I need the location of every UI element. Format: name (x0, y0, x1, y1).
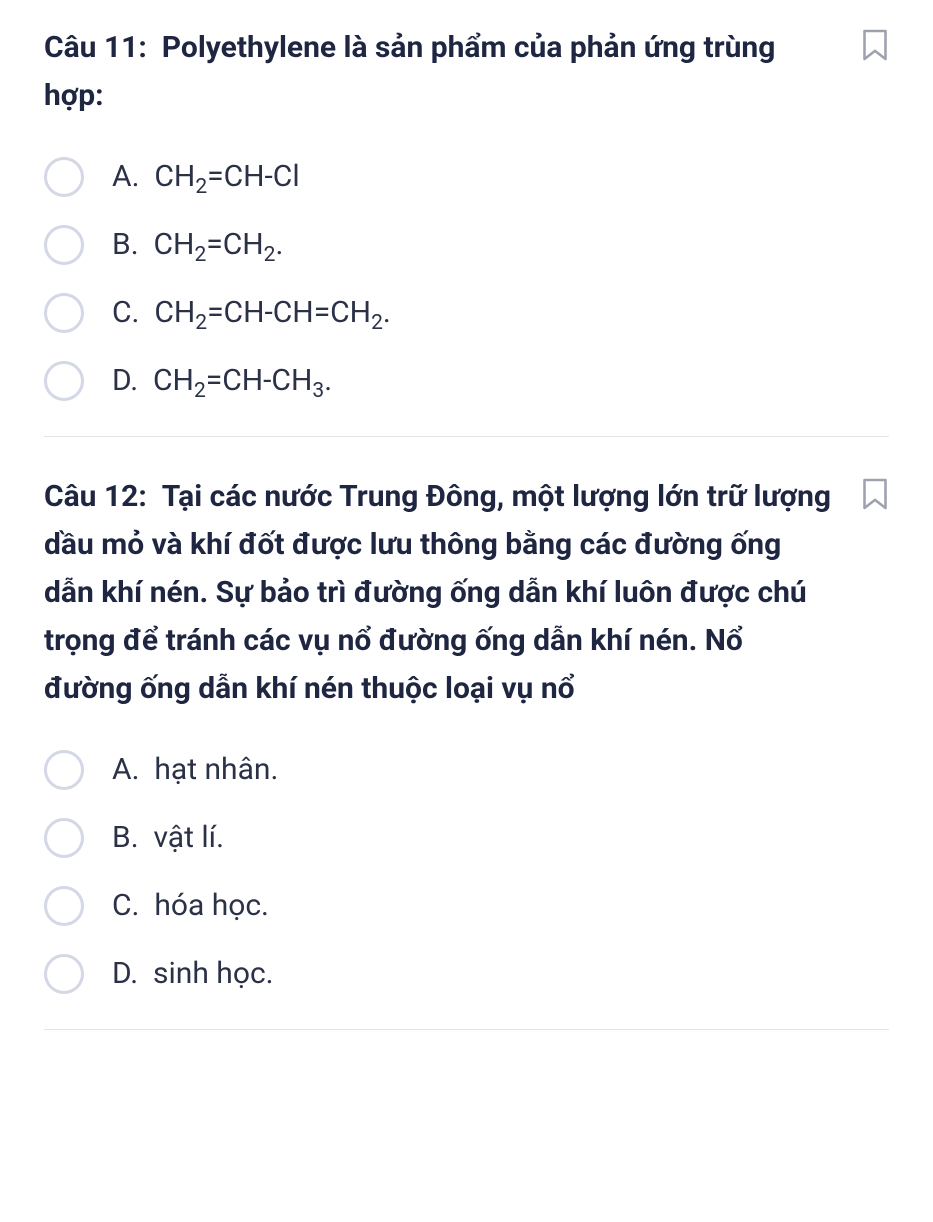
option-b[interactable]: B. vật lí. (44, 817, 889, 859)
bookmark-icon[interactable] (861, 28, 889, 62)
option-formula: CH2=CH-Cl (154, 159, 299, 194)
radio-button[interactable] (44, 886, 84, 926)
option-letter: D. (112, 956, 138, 991)
content-area: Câu 11: Polyethylene là sản phẩm của phả… (0, 0, 933, 1222)
radio-button[interactable] (44, 293, 84, 333)
option-formula: hóa học. (154, 888, 269, 923)
question-header: Câu 12: Tại các nước Trung Đông, một lượ… (44, 473, 889, 713)
radio-button[interactable] (44, 954, 84, 994)
question-title: Câu 11: Polyethylene là sản phẩm của phả… (44, 24, 837, 120)
question-number: Câu 12: (44, 479, 147, 514)
option-formula: vật lí. (154, 820, 225, 855)
option-letter: A. (112, 159, 139, 194)
option-formula: CH2=CH2. (154, 227, 284, 262)
option-text: D. CH2=CH-CH3. (112, 360, 332, 402)
radio-button[interactable] (44, 750, 84, 790)
option-formula: hạt nhân. (154, 752, 278, 787)
question-title: Câu 12: Tại các nước Trung Đông, một lượ… (44, 473, 837, 713)
scroll-container[interactable]: Câu 11: Polyethylene là sản phẩm của phả… (0, 0, 933, 1222)
option-letter: C. (112, 888, 139, 923)
question-number: Câu 11: (44, 30, 147, 65)
options-list: A. hạt nhân. B. vật lí. C. hóa học. (44, 749, 889, 995)
question-text: Polyethylene là sản phẩm của phản ứng tr… (44, 30, 775, 113)
question-text: Tại các nước Trung Đông, một lượng lớn t… (44, 479, 831, 706)
option-text: C. CH2=CH-CH=CH2. (112, 292, 391, 334)
radio-button[interactable] (44, 361, 84, 401)
option-text: C. hóa học. (112, 885, 269, 927)
option-text: A. CH2=CH-Cl (112, 156, 300, 198)
question-header: Câu 11: Polyethylene là sản phẩm của phả… (44, 24, 889, 120)
option-b[interactable]: B. CH2=CH2. (44, 224, 889, 266)
radio-button[interactable] (44, 818, 84, 858)
option-text: B. CH2=CH2. (112, 224, 283, 266)
option-d[interactable]: D. sinh học. (44, 953, 889, 995)
option-d[interactable]: D. CH2=CH-CH3. (44, 360, 889, 402)
option-text: A. hạt nhân. (112, 749, 278, 791)
option-c[interactable]: C. hóa học. (44, 885, 889, 927)
option-letter: D. (112, 363, 138, 398)
option-letter: C. (112, 295, 139, 330)
option-formula: CH2=CH-CH=CH2. (154, 295, 391, 330)
radio-button[interactable] (44, 225, 84, 265)
question-block-11: Câu 11: Polyethylene là sản phẩm của phả… (44, 24, 889, 437)
option-text: B. vật lí. (112, 817, 224, 859)
option-formula: sinh học. (153, 956, 274, 991)
option-a[interactable]: A. hạt nhân. (44, 749, 889, 791)
question-block-12: Câu 12: Tại các nước Trung Đông, một lượ… (44, 473, 889, 1030)
options-list: A. CH2=CH-Cl B. CH2=CH2. C. CH2=CH-CH=CH… (44, 156, 889, 402)
option-letter: B. (112, 820, 139, 855)
option-letter: A. (112, 752, 139, 787)
option-c[interactable]: C. CH2=CH-CH=CH2. (44, 292, 889, 334)
option-a[interactable]: A. CH2=CH-Cl (44, 156, 889, 198)
option-text: D. sinh học. (112, 953, 274, 995)
scroll-filler (44, 1066, 889, 1222)
option-formula: CH2=CH-CH3. (153, 363, 332, 398)
radio-button[interactable] (44, 157, 84, 197)
bookmark-icon[interactable] (861, 477, 889, 511)
option-letter: B. (112, 227, 139, 262)
